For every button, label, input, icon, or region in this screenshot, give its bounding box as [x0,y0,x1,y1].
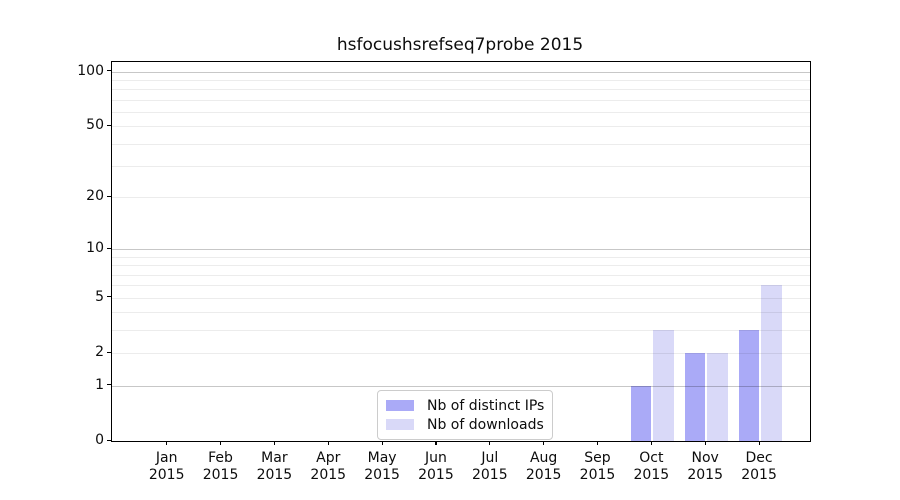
x-tick-year: 2015 [418,467,454,483]
gridline [112,330,810,332]
chart-title: hsfocushsrefseq7probe 2015 [336,35,584,55]
x-tick-month: Jun [425,450,447,466]
gridline [112,385,810,387]
gridline [112,353,810,355]
gridline [112,249,810,251]
x-tick-month: Oct [639,450,664,466]
gridline [112,312,810,314]
bar-downloads [761,285,782,441]
x-tick-label: Jun 2015 [405,450,467,484]
y-tick-label: 1 [95,376,104,393]
x-tick-month: Aug [529,450,558,466]
x-tick-label: Oct 2015 [620,450,682,484]
x-tick-month: Feb [208,450,233,466]
x-tick-month: Jul [481,450,499,466]
y-tick [107,384,111,386]
x-tick-label: May 2015 [351,450,413,484]
gridline [112,126,810,128]
x-tick-label: Mar 2015 [243,450,305,484]
legend-item-downloads: Nb of downloads [386,415,544,434]
x-tick-label: Jan 2015 [136,450,198,484]
y-tick-label: 0 [95,432,104,448]
gridline [112,256,810,258]
x-tick-year: 2015 [525,467,562,483]
y-tick-label: 2 [95,344,104,361]
x-tick-month: Sep [584,450,611,466]
legend: Nb of distinct IPs Nb of downloads [377,390,554,440]
x-tick-label: Aug 2015 [513,450,575,484]
x-tick-label: Jul 2015 [459,450,521,484]
x-tick-year: 2015 [687,467,723,483]
x-tick [489,441,491,445]
y-tick-label: 100 [77,62,104,79]
legend-swatch-distinct-ips [386,400,414,411]
x-tick [597,441,599,445]
x-tick-month: Jan [155,450,178,466]
x-tick [704,441,706,445]
x-tick-year: 2015 [310,467,347,483]
x-tick-year: 2015 [579,467,616,483]
x-tick-year: 2015 [364,467,400,483]
x-tick-year: 2015 [471,467,508,483]
y-tick [107,351,111,353]
legend-label-downloads: Nb of downloads [427,416,544,433]
x-tick-year: 2015 [741,467,777,483]
x-tick-label: Nov 2015 [674,450,736,484]
y-tick-label: 10 [86,240,104,257]
gridline [112,285,810,287]
x-tick [381,441,383,445]
y-tick [107,247,111,249]
gridline [112,197,810,199]
bar-distinct-ips [630,385,652,441]
x-tick [220,441,222,445]
y-tick [107,70,111,72]
x-tick-year: 2015 [148,467,185,483]
bar-downloads [707,353,728,441]
x-tick-month: Mar [261,450,288,466]
x-tick-label: Dec 2015 [728,450,790,484]
y-tick-label: 5 [95,288,104,305]
x-tick-label: Feb 2015 [190,450,252,484]
y-tick [107,439,111,441]
x-tick [273,441,276,445]
bar-distinct-ips [738,330,760,441]
x-tick-label: Apr 2015 [297,450,359,484]
x-tick-year: 2015 [256,467,293,483]
y-tick-label: 50 [86,117,104,134]
plot-area [111,61,811,442]
x-tick [327,441,329,445]
gridline [112,274,810,276]
x-tick-year: 2015 [202,467,239,483]
x-tick-year: 2015 [633,467,670,483]
y-tick [107,296,111,298]
gridline [112,89,810,91]
gridline [112,112,810,114]
gridline [112,99,810,101]
gridline [112,71,810,73]
x-tick-month: Apr [316,450,341,466]
y-tick-label: 20 [86,188,104,205]
x-tick [435,441,437,445]
x-tick [650,441,653,445]
bar-distinct-ips [684,353,706,441]
gridline [112,166,810,168]
legend-item-distinct-ips: Nb of distinct IPs [386,396,544,415]
y-tick [107,195,111,198]
x-tick-month: May [367,450,397,466]
x-tick [758,441,760,445]
x-tick-month: Dec [745,450,773,466]
legend-swatch-downloads [386,419,414,430]
x-tick [543,441,545,445]
gridline [112,80,810,82]
gridline [112,265,810,267]
x-tick-month: Nov [691,450,719,466]
y-tick [107,124,111,127]
bar-downloads [653,330,674,441]
legend-label-distinct-ips: Nb of distinct IPs [427,397,545,414]
gridline [112,143,810,145]
x-tick [166,441,168,445]
x-tick-label: Sep 2015 [567,450,629,484]
gridline [112,297,810,299]
